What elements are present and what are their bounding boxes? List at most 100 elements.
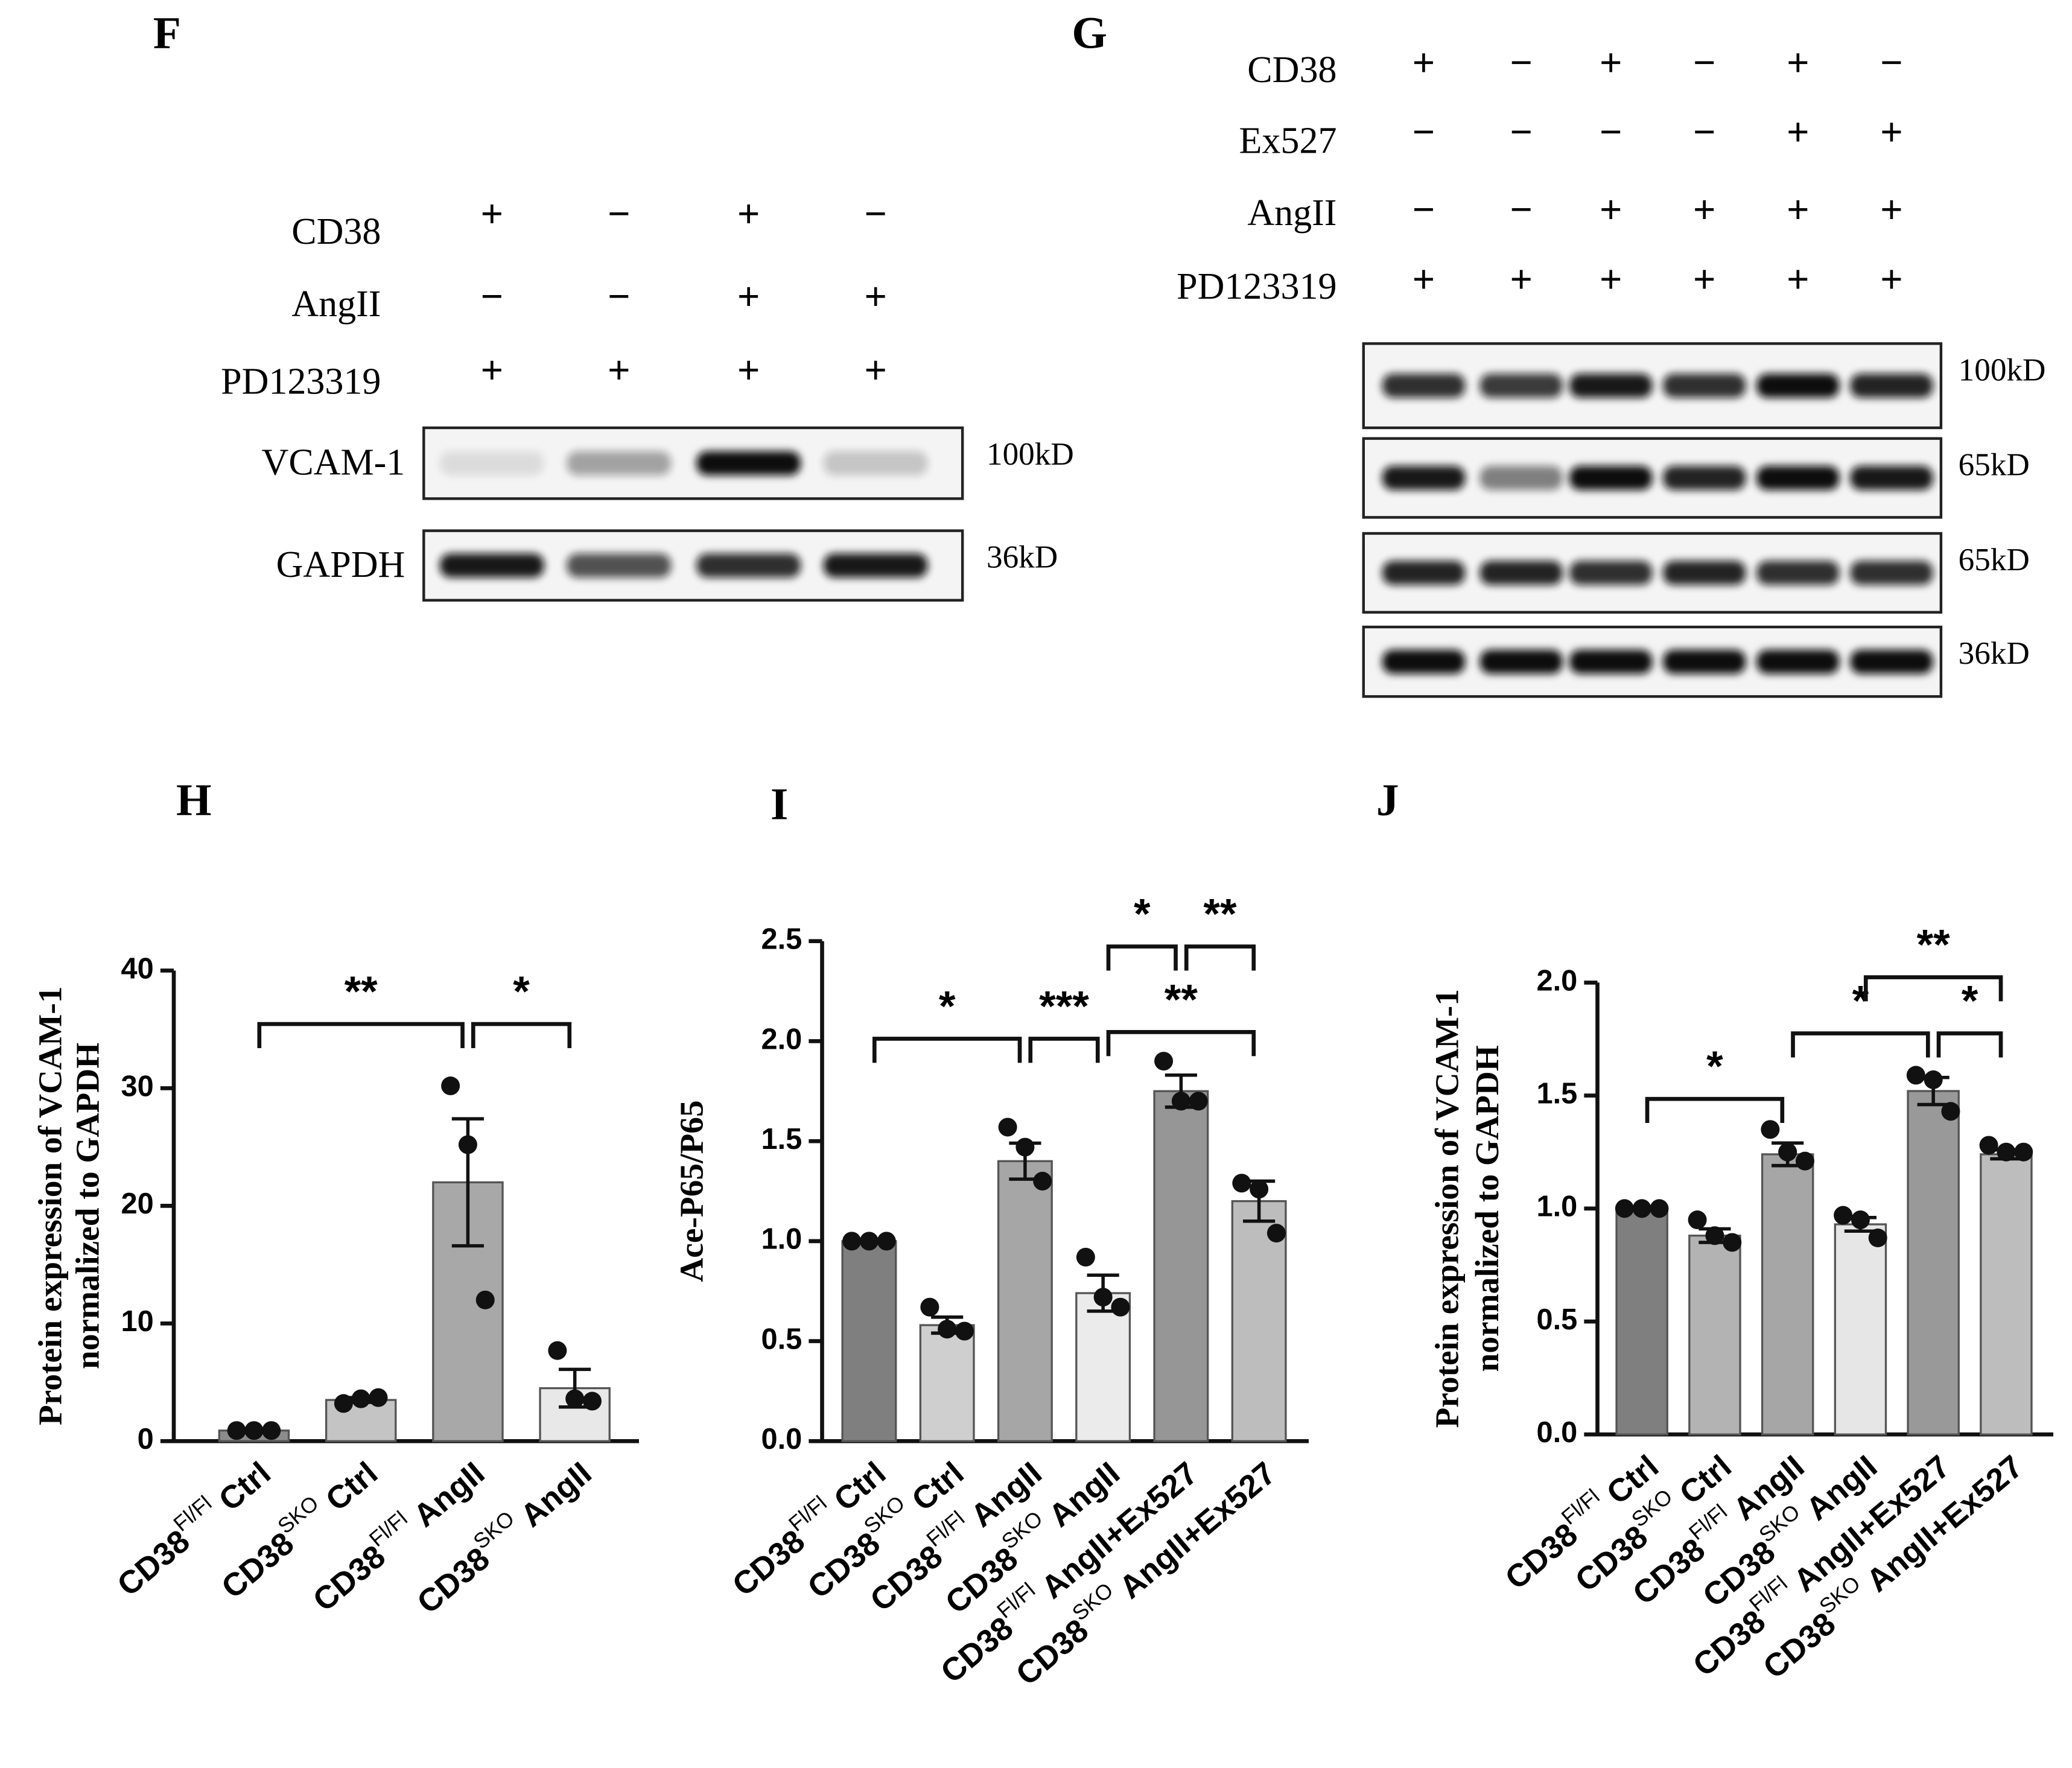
condition-sign: + bbox=[1880, 110, 1903, 154]
condition-sign: − bbox=[1413, 188, 1435, 232]
data-point bbox=[548, 1341, 567, 1360]
significance-bracket bbox=[1936, 1031, 2003, 1058]
blot-band bbox=[1479, 466, 1563, 490]
condition-sign: + bbox=[1600, 258, 1622, 302]
significance-label: * bbox=[1134, 891, 1151, 938]
data-point bbox=[1015, 1137, 1035, 1157]
significance-bracket bbox=[872, 1037, 1022, 1063]
condition-sign: + bbox=[1787, 188, 1810, 232]
significance-label: *** bbox=[1039, 982, 1089, 1030]
blot-band bbox=[1479, 374, 1563, 398]
y-tick-label: 0.5 bbox=[761, 1323, 802, 1355]
data-point bbox=[262, 1421, 281, 1440]
blot-band bbox=[439, 451, 544, 475]
condition-sign: − bbox=[1880, 41, 1903, 85]
data-point bbox=[1997, 1142, 2016, 1162]
condition-label: AngII bbox=[291, 284, 381, 325]
blot-band bbox=[1382, 561, 1466, 585]
condition-sign: + bbox=[1880, 188, 1903, 232]
blot-band bbox=[1663, 561, 1746, 585]
bar bbox=[1153, 1090, 1209, 1442]
y-tick-label: 0 bbox=[138, 1423, 154, 1455]
blot-band bbox=[1850, 649, 1933, 674]
condition-sign: + bbox=[1413, 258, 1435, 302]
data-point bbox=[1632, 1199, 1651, 1218]
blot-band bbox=[1850, 374, 1933, 398]
bar bbox=[1075, 1292, 1131, 1442]
data-point bbox=[1111, 1297, 1130, 1317]
data-point bbox=[1189, 1092, 1208, 1111]
significance-bracket bbox=[1028, 1037, 1100, 1063]
condition-sign: + bbox=[1787, 258, 1810, 302]
panel-letter: G bbox=[1072, 8, 1107, 58]
data-point bbox=[1723, 1233, 1742, 1252]
y-tick-label: 1.0 bbox=[761, 1223, 802, 1256]
data-point bbox=[877, 1232, 896, 1251]
condition-label: PD123319 bbox=[1177, 266, 1336, 307]
condition-sign: + bbox=[864, 275, 887, 319]
data-point bbox=[441, 1076, 460, 1096]
band-size: 100kD bbox=[987, 436, 1074, 472]
data-point bbox=[582, 1391, 602, 1411]
band-label: VCAM-1 bbox=[262, 442, 405, 483]
data-point bbox=[1266, 1224, 1286, 1243]
y-tick-label: 10 bbox=[121, 1305, 154, 1338]
significance-label: * bbox=[513, 968, 530, 1016]
significance-label: * bbox=[939, 982, 956, 1030]
data-point bbox=[1979, 1136, 1998, 1155]
band-size: 65kD bbox=[1959, 542, 2030, 577]
blot-band bbox=[823, 451, 928, 475]
condition-sign: + bbox=[1787, 110, 1810, 154]
band-size: 65kD bbox=[1959, 447, 2030, 483]
bar bbox=[1615, 1207, 1668, 1436]
significance-bracket bbox=[471, 1022, 572, 1048]
data-point bbox=[1778, 1142, 1797, 1162]
y-tick-label: 2.5 bbox=[761, 923, 802, 956]
bar bbox=[1834, 1223, 1887, 1436]
bar bbox=[841, 1240, 897, 1442]
condition-sign: + bbox=[480, 192, 503, 236]
condition-sign: − bbox=[1510, 41, 1533, 85]
data-point bbox=[1093, 1288, 1113, 1307]
bar bbox=[1688, 1235, 1741, 1436]
y-tick-label: 1.5 bbox=[1537, 1077, 1578, 1110]
data-point bbox=[998, 1118, 1017, 1137]
data-point bbox=[1250, 1180, 1269, 1199]
y-tick-label: 0.0 bbox=[1537, 1416, 1578, 1449]
significance-bracket bbox=[257, 1022, 465, 1048]
condition-sign: + bbox=[737, 275, 760, 319]
y-tick-label: 30 bbox=[121, 1070, 154, 1102]
condition-sign: + bbox=[864, 349, 887, 393]
panel-letter: H bbox=[176, 775, 212, 825]
y-tick-label: 2.0 bbox=[761, 1023, 802, 1055]
condition-sign: + bbox=[1693, 258, 1716, 302]
blot-band bbox=[1382, 466, 1466, 490]
data-point bbox=[1232, 1174, 1251, 1193]
significance-bracket bbox=[1645, 1096, 1785, 1124]
data-point bbox=[1171, 1092, 1190, 1111]
blot-band bbox=[1850, 561, 1933, 585]
data-point bbox=[1795, 1151, 1814, 1171]
condition-sign: − bbox=[1413, 110, 1435, 154]
data-point bbox=[1906, 1066, 1925, 1085]
significance-label: ** bbox=[1165, 976, 1198, 1023]
condition-sign: + bbox=[1600, 41, 1622, 85]
y-tick-label: 1.5 bbox=[761, 1123, 802, 1156]
panel-letter: I bbox=[771, 780, 788, 830]
blot-band bbox=[1569, 561, 1653, 585]
y-axis-label: Protein expression of VCAM-1 bbox=[31, 987, 68, 1425]
blot-band bbox=[1382, 649, 1466, 674]
condition-label: PD123319 bbox=[221, 361, 381, 402]
condition-sign: + bbox=[1600, 188, 1622, 232]
significance-bracket bbox=[1106, 944, 1178, 971]
bar bbox=[1761, 1153, 1814, 1436]
data-point bbox=[1033, 1171, 1052, 1191]
panel-letter: J bbox=[1376, 775, 1399, 825]
blot-band bbox=[1479, 649, 1563, 674]
y-axis-label: normalized to GAPDH bbox=[1469, 1045, 1505, 1372]
data-point bbox=[1761, 1120, 1780, 1139]
condition-sign: + bbox=[1880, 258, 1903, 302]
blot-band bbox=[1663, 466, 1746, 490]
y-axis-label: Protein expression of VCAM-1 bbox=[1429, 989, 1466, 1428]
